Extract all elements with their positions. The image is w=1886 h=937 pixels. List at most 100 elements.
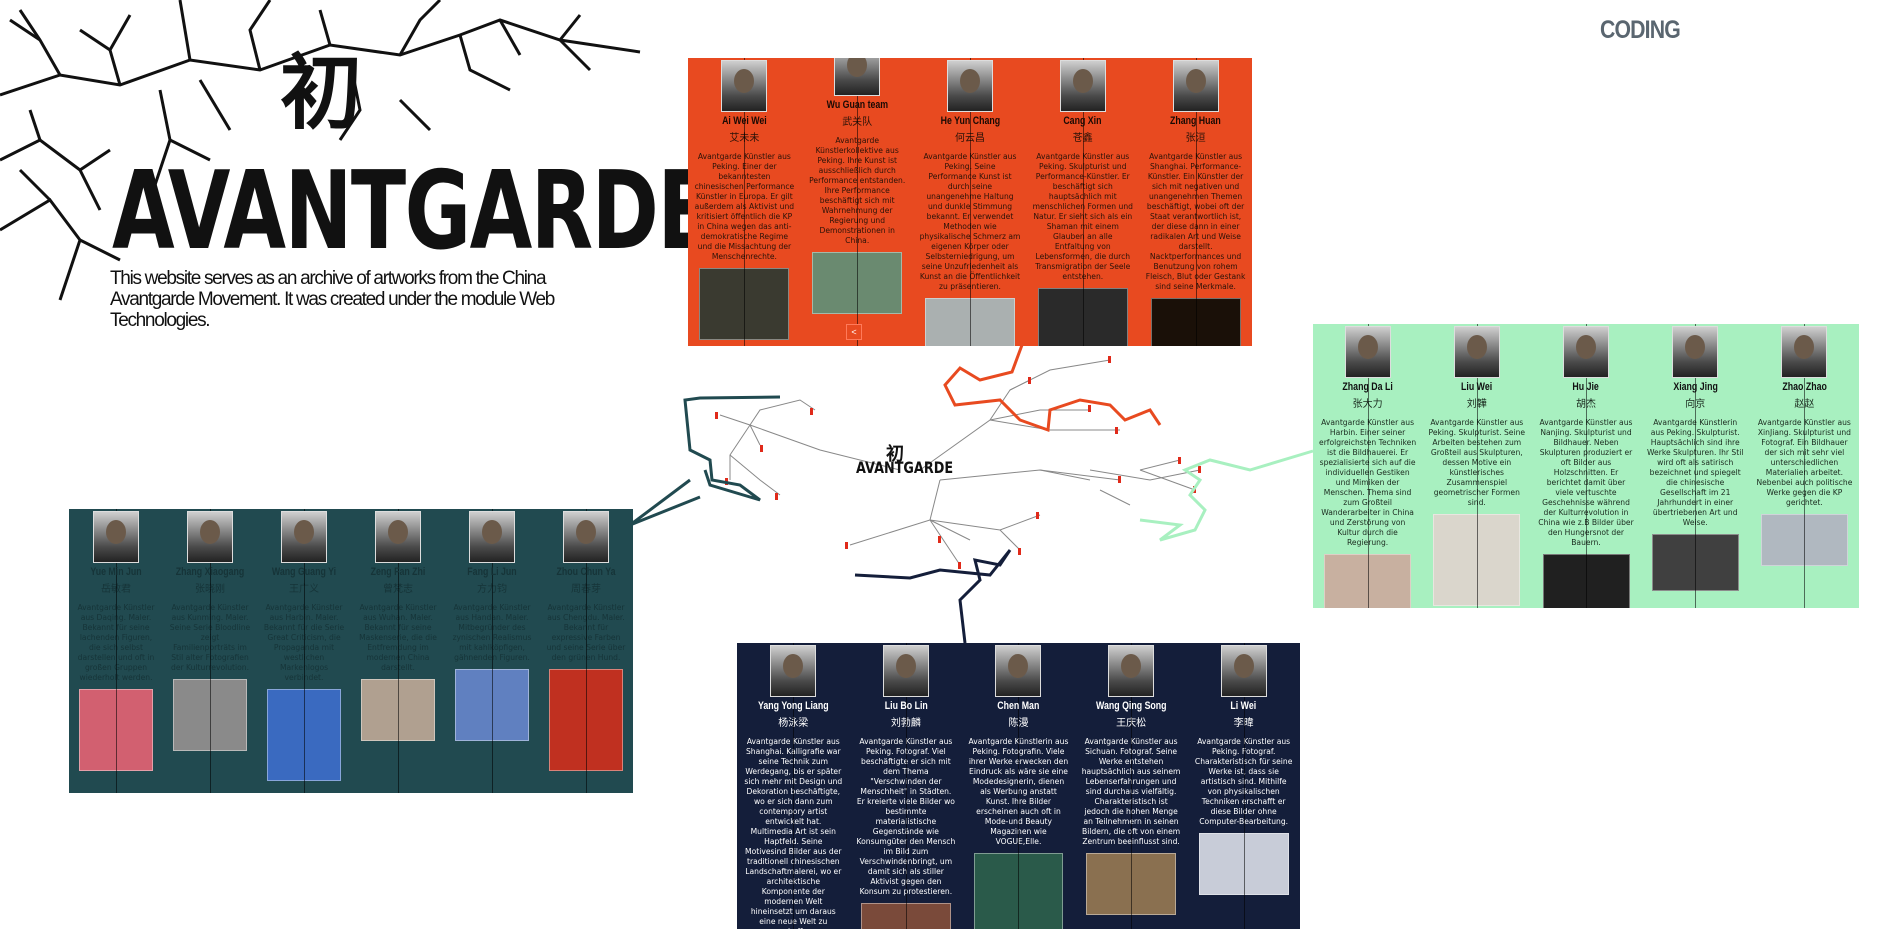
timeline-line	[1476, 324, 1478, 608]
site-logo[interactable]: AVANTGARDE	[112, 158, 713, 266]
artist-portrait[interactable]	[1781, 326, 1828, 378]
artist-name[interactable]: Cang Xin	[1063, 115, 1102, 127]
artist-name[interactable]: Zhang Huan	[1170, 115, 1222, 127]
artist-portrait[interactable]	[995, 645, 1042, 697]
artist-name[interactable]: Hu Jie	[1572, 381, 1600, 393]
timeline-line	[398, 509, 399, 793]
artist-name[interactable]: Zhao Zhao	[1782, 381, 1827, 393]
nav-coding-link[interactable]: CODING	[1600, 16, 1681, 44]
artist-card[interactable]: Xiang Jing向京Avantgarde Künstlerin aus Pe…	[1641, 324, 1750, 608]
artist-name[interactable]: Wu Guan team	[826, 99, 888, 111]
artist-card[interactable]: Wu Guan team武关队Avantgarde Künstlerkollek…	[801, 58, 914, 346]
center-tree	[719, 359, 1201, 566]
artist-name[interactable]: Zhang Da Li	[1342, 381, 1393, 393]
timeline-line	[586, 509, 587, 793]
artist-name[interactable]: Zhou Chun Ya	[556, 566, 616, 578]
photography-panel: Yang Yong Liang杨泳梁Avantgarde Künstler au…	[737, 643, 1300, 929]
artwork-image[interactable]	[78, 689, 154, 771]
artist-card[interactable]: Fang Li Jun方力钧Avantgarde Künstler aus Ha…	[445, 509, 539, 793]
scroll-left-button[interactable]: <	[846, 324, 862, 340]
artist-portrait[interactable]	[1344, 326, 1391, 378]
artist-portrait[interactable]	[882, 645, 929, 697]
artist-name[interactable]: Fang Li Jun	[467, 566, 517, 578]
artist-portrait[interactable]	[1672, 326, 1719, 378]
artist-portrait[interactable]	[1563, 326, 1609, 378]
artist-portrait[interactable]	[721, 60, 768, 112]
artist-card[interactable]: Wang Qing Song王庆松Avantgarde Künstler aus…	[1075, 643, 1188, 929]
artist-portrait[interactable]	[834, 58, 881, 96]
artist-card[interactable]: Zhou Chun Ya周春芽Avantgarde Künstler aus C…	[539, 509, 633, 793]
artwork-image[interactable]	[172, 679, 248, 751]
timeline-line	[905, 643, 907, 929]
tree-markers	[715, 356, 1201, 569]
timeline-line	[1367, 324, 1369, 608]
artist-portrait[interactable]	[1059, 60, 1106, 112]
artist-name[interactable]: Yang Yong Liang	[758, 700, 829, 712]
sculpture-panel: Zhang Da Li张大力Avantgarde Künstler aus Ha…	[1313, 324, 1859, 608]
artist-card[interactable]: Wang Guang Yi王广义Avantgarde Künstler aus …	[257, 509, 351, 793]
artist-card[interactable]: Zhang Huan张洹Avantgarde Künstler aus Shan…	[1139, 58, 1252, 346]
artist-portrait[interactable]	[281, 511, 327, 563]
artist-portrait[interactable]	[375, 511, 421, 563]
artist-name[interactable]: Li Wei	[1230, 700, 1257, 712]
intro-text: This website serves as an archive of art…	[110, 268, 555, 331]
timeline-line	[1018, 643, 1020, 929]
timeline-line	[1195, 58, 1197, 346]
artist-name[interactable]: Liu Bo Lin	[884, 700, 928, 712]
timeline-line	[1243, 643, 1245, 929]
artist-card[interactable]: Liu Wei刘韡Avantgarde Künstler aus Peking.…	[1422, 324, 1531, 608]
artist-name[interactable]: Xiang Jing	[1672, 381, 1718, 393]
timeline-line	[304, 509, 305, 793]
artist-name[interactable]: Wang Guang Yi	[271, 566, 337, 578]
artist-name[interactable]: Yue Min Jun	[90, 566, 142, 578]
artist-name[interactable]: Zhang Xiaogang	[175, 566, 245, 578]
timeline-line	[1082, 58, 1084, 346]
artwork-image[interactable]	[360, 679, 436, 741]
artist-card[interactable]: Yue Min Jun岳敏君Avantgarde Künstler aus Da…	[69, 509, 163, 793]
artist-portrait[interactable]	[1220, 645, 1267, 697]
artist-name[interactable]: Chen Man	[997, 700, 1040, 712]
artist-card[interactable]: Hu Jie胡杰Avantgarde Künstler aus Nanjing.…	[1531, 324, 1640, 608]
artist-card[interactable]: Zhao Zhao赵赵Avantgarde Künstler aus XinJi…	[1750, 324, 1859, 608]
artist-portrait[interactable]	[187, 511, 233, 563]
artist-name[interactable]: Zeng Fan Zhi	[370, 566, 426, 578]
timeline-line	[1131, 643, 1133, 929]
timeline-line	[116, 509, 117, 793]
timeline-line	[1804, 324, 1806, 608]
artwork-image[interactable]	[548, 669, 624, 771]
artist-portrait[interactable]	[770, 645, 817, 697]
artist-portrait[interactable]	[1453, 326, 1500, 378]
artist-card[interactable]: Cang Xin苍鑫Avantgarde Künstler aus Peking…	[1026, 58, 1139, 346]
artwork-image[interactable]	[454, 669, 530, 741]
artist-card[interactable]: Zhang Da Li张大力Avantgarde Künstler aus Ha…	[1313, 324, 1422, 608]
timeline-line	[1695, 324, 1697, 608]
artist-name[interactable]: Wang Qing Song	[1095, 700, 1167, 712]
artist-portrait[interactable]	[1172, 60, 1219, 112]
artist-portrait[interactable]	[946, 60, 993, 112]
artist-card[interactable]: Zhang Xiaogang张晓刚Avantgarde Künstler aus…	[163, 509, 257, 793]
artist-card[interactable]: Ai Wei Wei艾未未Avantgarde Künstler aus Pek…	[688, 58, 801, 346]
artist-card[interactable]: Chen Man陈漫Avantgarde Künstlerin aus Peki…	[962, 643, 1075, 929]
artist-portrait[interactable]	[563, 511, 609, 563]
artist-card[interactable]: Yang Yong Liang杨泳梁Avantgarde Künstler au…	[737, 643, 850, 929]
top-left-branch	[0, 0, 641, 301]
center-logo[interactable]: AVANTGARDE	[856, 458, 954, 477]
artist-card[interactable]: Li Wei李暐Avantgarde Künstler aus Peking. …	[1187, 643, 1300, 929]
artist-card[interactable]: Liu Bo Lin刘勃麟Avantgarde Künstler aus Pek…	[850, 643, 963, 929]
artwork-image[interactable]	[266, 689, 342, 781]
artist-name[interactable]: He Yun Chang	[940, 115, 1000, 127]
navy-connector	[854, 549, 1012, 644]
green-connector	[1139, 449, 1314, 542]
artist-portrait[interactable]	[469, 511, 515, 563]
logo-text-avant: AVANT	[112, 149, 406, 274]
artist-portrait[interactable]	[93, 511, 139, 563]
artist-name[interactable]: Liu Wei	[1461, 381, 1493, 393]
timeline-line	[857, 58, 859, 346]
timeline-line	[1586, 324, 1587, 608]
artist-portrait[interactable]	[1108, 645, 1155, 697]
artist-name[interactable]: Ai Wei Wei	[722, 115, 767, 127]
artist-card[interactable]: Zeng Fan Zhi曾梵志Avantgarde Künstler aus W…	[351, 509, 445, 793]
red-connector	[943, 344, 1162, 433]
artist-card[interactable]: He Yun Chang何云昌Avantgarde Künstler aus P…	[914, 58, 1027, 346]
